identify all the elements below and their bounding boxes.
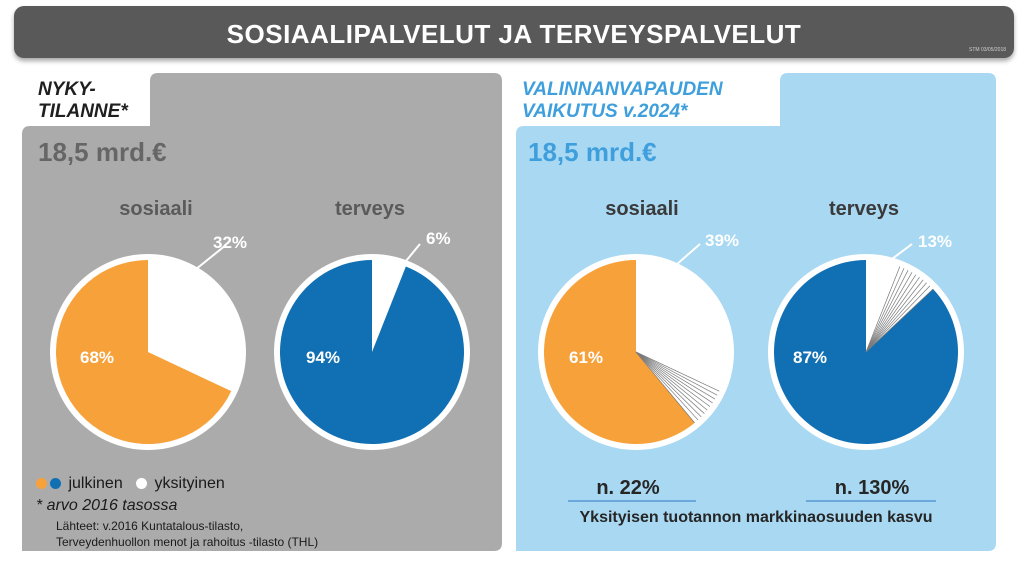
pie-growth-hatch-right-sosiaali — [635, 351, 716, 400]
pie-growth-hatch-right-terveys — [865, 279, 924, 353]
left-panel-title-line2: TILANNE* — [38, 101, 128, 122]
right-panel-title-line2: VAIKUTUS v.2024* — [522, 101, 688, 122]
legend: julkinen yksityinen — [36, 475, 225, 493]
pie-title-left-terveys: terveys — [334, 198, 406, 220]
pie-growth-hatch-right-terveys — [865, 282, 927, 353]
growth-caption: Yksityisen tuotannon markkinaosuuden kas… — [579, 509, 933, 526]
pie-slice-public-right-sosiaali — [543, 260, 695, 444]
pct-left-terveys-private: 6% — [426, 229, 451, 248]
left-panel-title-line1: NYKY- — [38, 79, 96, 100]
document-code: STM 03/05/2018 — [969, 47, 1006, 53]
growth-sosiaali-underline — [568, 500, 696, 502]
right-panel-title-line1: VALINNANVAPAUDEN — [522, 79, 723, 100]
pct-right-sosiaali-private: 39% — [705, 231, 740, 250]
pct-left-terveys-public: 94% — [306, 348, 341, 367]
pie-growth-hatch-right-sosiaali — [635, 351, 718, 396]
pie-growth-hatch-right-sosiaali — [635, 351, 711, 407]
pie-growth-hatch-right-terveys — [865, 268, 905, 353]
pie-title-right-sosiaali: sosiaali — [605, 198, 679, 220]
sources-line1: Lähteet: v.2016 Kuntatalous-tilasto, — [56, 519, 244, 533]
footnote: * arvo 2016 tasossa — [36, 497, 178, 514]
title-banner: SOSIAALIPALVELUT JA TERVEYSPALVELUT STM … — [14, 6, 1014, 58]
pie-growth-hatch-right-terveys — [865, 276, 920, 353]
pie-leader-line-left-sosiaali — [179, 244, 227, 283]
right-panel-total: 18,5 mrd.€ — [528, 137, 657, 167]
legend-orange-dot-icon — [36, 478, 47, 490]
pie-growth-hatch-right-sosiaali — [635, 351, 720, 392]
pie-growth-hatch-right-terveys — [865, 266, 901, 353]
pie-leader-line-right-sosiaali — [667, 243, 701, 273]
pie-growth-hatch-right-sosiaali — [635, 351, 695, 424]
sources-line2: Terveydenhuollon menot ja rahoitus -tila… — [56, 535, 319, 549]
pie-growth-hatch-right-sosiaali — [635, 351, 702, 418]
left-panel-total: 18,5 mrd.€ — [38, 137, 167, 167]
pct-left-sosiaali-private: 32% — [213, 233, 248, 252]
pie-growth-hatch-right-terveys — [865, 274, 917, 353]
legend-blue-dot-icon — [50, 478, 61, 490]
legend-public-label: julkinen — [68, 475, 123, 492]
growth-sosiaali: n. 22% — [596, 477, 660, 499]
pct-right-terveys-public: 87% — [793, 348, 828, 367]
pie-growth-hatch-right-terveys — [865, 288, 934, 353]
left-panel-title: NYKY- TILANNE* — [38, 79, 128, 123]
pie-title-left-sosiaali: sosiaali — [119, 198, 193, 220]
growth-terveys: n. 130% — [834, 477, 910, 499]
growth-terveys-underline — [806, 500, 936, 502]
pie-growth-hatch-right-sosiaali — [635, 351, 705, 414]
sources: Lähteet: v.2016 Kuntatalous-tilasto, Ter… — [56, 518, 318, 550]
right-panel-title: VALINNANVAPAUDEN VAIKUTUS v.2024* — [522, 79, 723, 123]
pie-growth-hatch-right-terveys — [865, 270, 909, 353]
pct-left-sosiaali-public: 68% — [80, 348, 115, 367]
legend-private-label: yksityinen — [154, 475, 225, 492]
pct-right-sosiaali-public: 61% — [569, 348, 604, 367]
pie-slice-public-left-sosiaali — [56, 260, 232, 444]
pie-growth-hatch-right-terveys — [865, 272, 913, 353]
pie-leader-line-right-terveys — [879, 243, 913, 269]
pie-growth-hatch-right-sosiaali — [635, 351, 699, 421]
pie-growth-hatch-right-sosiaali — [635, 351, 708, 411]
pie-leader-line-left-terveys — [391, 243, 421, 279]
pct-right-terveys-private: 13% — [918, 232, 953, 251]
pie-slice-public-left-terveys — [280, 260, 465, 445]
pie-growth-hatch-right-sosiaali — [635, 351, 713, 404]
legend-white-dot-icon — [136, 478, 148, 490]
pie-growth-hatch-right-terveys — [865, 285, 931, 353]
pie-title-right-terveys: terveys — [828, 198, 900, 220]
page-title: SOSIAALIPALVELUT JA TERVEYSPALVELUT — [226, 19, 802, 49]
